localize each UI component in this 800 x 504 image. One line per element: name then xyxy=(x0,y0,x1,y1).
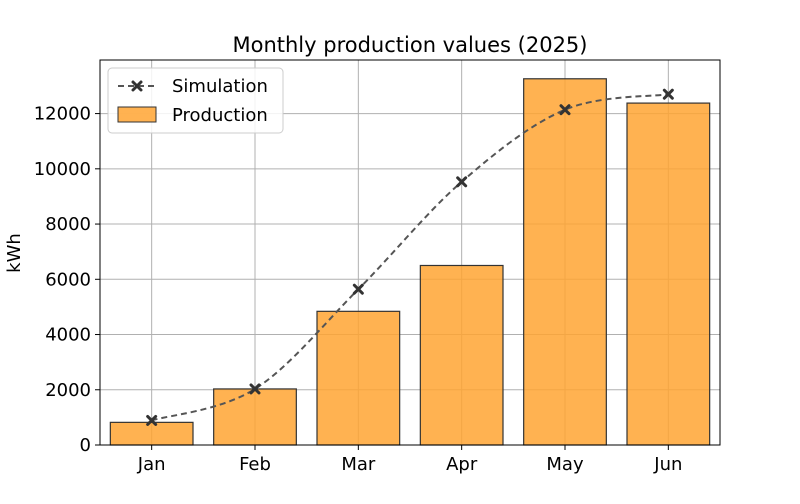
y-axis-label: kWh xyxy=(4,233,25,273)
y-tick-label: 6000 xyxy=(45,269,91,290)
y-tick-label: 10000 xyxy=(34,159,91,180)
bar-may xyxy=(523,78,607,446)
simulation-marker-jan xyxy=(146,414,158,426)
bar-apr xyxy=(419,264,504,446)
legend-item-production: Production xyxy=(117,105,268,126)
simulation-marker-may xyxy=(559,104,571,116)
chart-title: Monthly production values (2025) xyxy=(232,33,587,57)
simulation-marker-jun xyxy=(662,88,674,100)
y-tick-label: 8000 xyxy=(45,214,91,235)
line-series xyxy=(146,88,674,426)
legend-x-marker xyxy=(131,80,143,92)
x-tick-label-jun: Jun xyxy=(653,454,682,475)
bar-jun xyxy=(626,102,711,446)
simulation-marker-feb xyxy=(249,383,261,395)
y-tick-label: 2000 xyxy=(45,380,91,401)
tick-labels: 0 2000 4000 6000 8000 10000 12000 Jan Feb Mar Apr M… xyxy=(34,104,683,475)
x-tick-label-mar: Mar xyxy=(341,454,376,475)
y-tick-label: 4000 xyxy=(45,325,91,346)
legend-label-simulation: Simulation xyxy=(172,76,268,97)
x-tick-label-may: May xyxy=(546,454,584,475)
axes xyxy=(99,59,721,446)
x-tick-label-apr: Apr xyxy=(446,454,478,475)
x-tick-label-jan: Jan xyxy=(137,454,166,475)
legend: Simulation Production xyxy=(107,67,284,134)
x-tick-label-feb: Feb xyxy=(239,454,271,475)
legend-item-simulation: Simulation xyxy=(118,76,268,97)
simulation-marker-apr xyxy=(456,176,468,188)
bar-jan xyxy=(109,421,194,446)
legend-bar-swatch xyxy=(117,106,157,123)
simulation-marker-mar xyxy=(352,283,364,295)
y-tick-label: 12000 xyxy=(34,104,91,125)
legend-label-production: Production xyxy=(172,105,268,126)
plot-frame xyxy=(99,59,721,446)
bar-feb xyxy=(213,388,297,446)
y-tick-label: 0 xyxy=(80,435,91,456)
bar-mar xyxy=(316,310,401,446)
